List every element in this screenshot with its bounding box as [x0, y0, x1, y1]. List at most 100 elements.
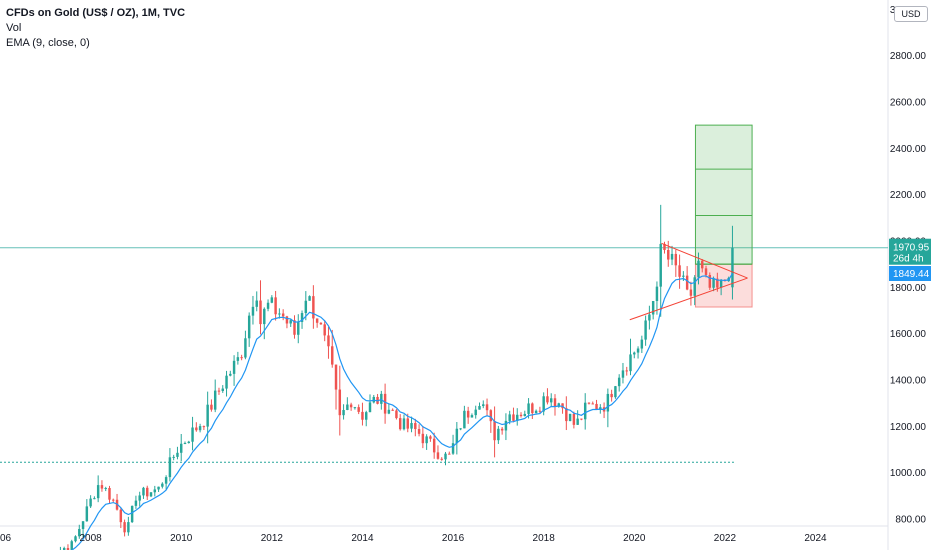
candle	[414, 418, 417, 437]
candle	[561, 403, 564, 414]
candle-body	[191, 427, 194, 442]
triangle-pattern[interactable]	[629, 242, 748, 321]
candle	[123, 519, 126, 537]
candle-body	[478, 406, 481, 410]
price-axis[interactable]: 800.00 1000.00 1200.00 1400.00 1600.00 1800.0…	[890, 5, 927, 526]
candle	[644, 315, 647, 346]
candle	[629, 338, 632, 376]
candle	[229, 370, 232, 377]
candle-body	[704, 268, 708, 275]
candle	[270, 295, 274, 304]
long-position-tool[interactable]	[694, 124, 753, 308]
candle	[66, 544, 70, 553]
candle-body	[232, 360, 236, 374]
time-axis[interactable]: 2006 2008 2010 2012 2014 2016 2018 2020 2022 2024	[0, 533, 827, 544]
candle-body	[349, 404, 353, 408]
candle-body	[572, 413, 576, 425]
price-tick-label: 2800.00	[890, 51, 927, 62]
candle	[308, 295, 311, 301]
candle	[659, 204, 662, 317]
candle-body	[538, 410, 542, 412]
candle	[368, 394, 372, 413]
candle-body	[648, 314, 651, 321]
candle-body	[108, 488, 111, 500]
candle-body	[663, 243, 666, 251]
candle	[172, 454, 175, 461]
candle-body	[542, 396, 545, 412]
candle	[523, 410, 527, 417]
candle-body	[440, 458, 443, 460]
candle	[531, 402, 534, 420]
candle-body	[164, 477, 168, 484]
candle	[281, 309, 285, 321]
candle	[346, 397, 349, 411]
candle-body	[364, 412, 368, 420]
candle-body	[270, 297, 274, 303]
candle	[572, 411, 576, 429]
candle	[549, 393, 553, 407]
price-tick-label: 2200.00	[890, 190, 927, 201]
candle-body	[183, 443, 187, 445]
candle	[595, 399, 598, 410]
candle	[621, 362, 625, 384]
candle-body	[229, 373, 232, 376]
candle-body	[682, 275, 685, 277]
candle-body	[640, 339, 644, 349]
candle-body	[342, 410, 345, 416]
candle	[85, 499, 89, 522]
horizontal-levels	[0, 247, 888, 463]
candle-body	[240, 357, 243, 359]
candle-body	[319, 322, 323, 325]
candle	[557, 402, 561, 408]
candle-body	[157, 486, 160, 490]
candle	[417, 424, 421, 437]
ema-9-line	[55, 273, 733, 555]
candle	[93, 496, 96, 500]
candle	[164, 475, 168, 490]
candle-body	[244, 338, 247, 358]
candle-body	[504, 420, 508, 431]
candle-body	[644, 320, 647, 340]
candle	[663, 241, 666, 254]
candle	[179, 433, 183, 462]
candle	[493, 406, 496, 458]
candle	[157, 486, 160, 493]
last-price-tag: 1970.95	[893, 243, 930, 254]
candle-body	[104, 488, 107, 490]
candle-body	[519, 414, 523, 417]
candle	[478, 402, 481, 410]
candle-body	[583, 402, 587, 420]
candle	[444, 451, 447, 466]
candle	[149, 492, 153, 498]
candle-body	[331, 346, 334, 365]
currency-badge[interactable]: USD	[894, 6, 928, 22]
candle-body	[523, 413, 527, 417]
candle-body	[315, 318, 319, 323]
candle	[78, 524, 81, 539]
candle	[670, 245, 674, 266]
candle-body	[202, 426, 206, 428]
candle-body	[195, 427, 198, 431]
legend-symbol[interactable]: CFDs on Gold (US$ / OZ), 1M, TVC	[6, 7, 186, 19]
candle-body	[70, 541, 73, 551]
candle	[232, 355, 236, 386]
candle-body	[667, 250, 670, 260]
candle-body	[361, 411, 364, 420]
candle-body	[179, 443, 183, 453]
candle	[614, 385, 617, 399]
candle	[701, 259, 704, 273]
candle	[708, 272, 712, 291]
candle-body	[719, 280, 723, 288]
candle-body	[516, 414, 519, 421]
candle-body	[712, 278, 715, 288]
candle	[315, 318, 319, 328]
legend-volume[interactable]: Vol	[6, 22, 22, 34]
candle-body	[678, 265, 681, 277]
legend-ema[interactable]: EMA (9, close, 0)	[6, 37, 90, 49]
candle	[482, 400, 485, 409]
candle-body	[633, 352, 636, 355]
candle	[338, 365, 342, 436]
candle-body	[512, 414, 515, 421]
